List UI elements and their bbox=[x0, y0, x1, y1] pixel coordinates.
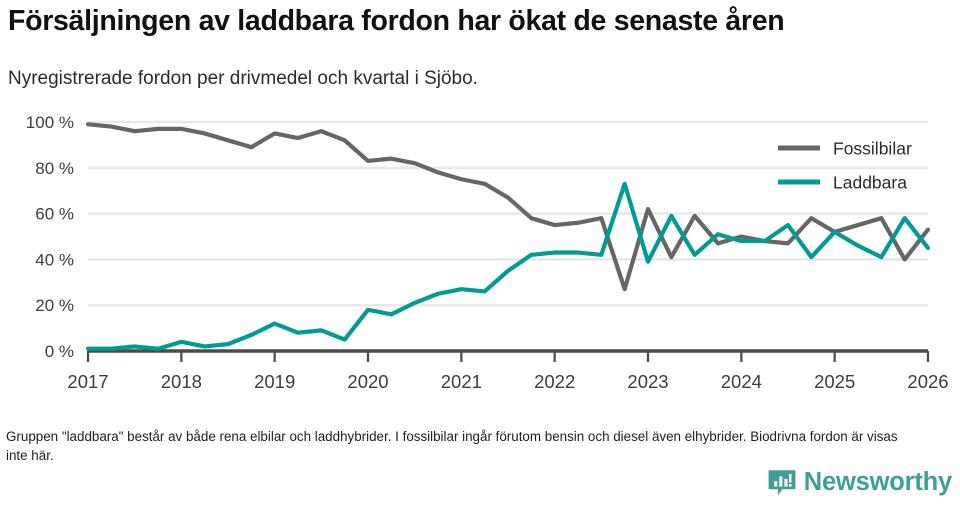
y-axis-tick-labels: 0 % 20 % 40 % 60 % 80 % 100 % bbox=[26, 113, 74, 361]
newsworthy-logo: Newsworthy bbox=[767, 468, 952, 498]
chart-bubble-icon bbox=[768, 470, 796, 496]
y-axis-tick-label: 20 % bbox=[35, 296, 74, 315]
y-axis-tick-label: 100 % bbox=[26, 113, 74, 132]
x-axis-tick-label: 2026 bbox=[907, 371, 948, 392]
x-axis-tick-label: 2018 bbox=[161, 371, 202, 392]
x-axis-tick-label: 2020 bbox=[347, 371, 388, 392]
series-line-fossilbilar bbox=[85, 122, 931, 292]
x-axis-tick-label: 2022 bbox=[534, 371, 575, 392]
x-axis-tick-label: 2019 bbox=[254, 371, 295, 392]
legend-label: Fossilbilar bbox=[833, 139, 912, 159]
x-axis-tick-label: 2017 bbox=[67, 371, 108, 392]
y-axis-tick-label: 60 % bbox=[35, 205, 74, 224]
y-axis-tick-label: 80 % bbox=[35, 159, 74, 178]
y-axis-tick-label: 0 % bbox=[45, 342, 74, 361]
x-axis-tick-label: 2025 bbox=[814, 371, 855, 392]
legend-label: Laddbara bbox=[833, 173, 907, 193]
brand-name: Newsworthy bbox=[803, 468, 952, 497]
x-axis-ticks-group bbox=[86, 351, 930, 362]
page-title: Försäljningen av laddbara fordon har öka… bbox=[8, 5, 785, 37]
chart-footnote: Gruppen "laddbara" består av både rena e… bbox=[6, 429, 898, 463]
gridlines-group bbox=[88, 120, 928, 307]
x-axis-tick-label: 2023 bbox=[627, 371, 668, 392]
chart-container: 0 % 20 % 40 % 60 % 80 % 100 % 2017 2018 2019 202… bbox=[0, 100, 960, 395]
line-chart: 0 % 20 % 40 % 60 % 80 % 100 % 2017 2018 2019 202… bbox=[26, 113, 949, 392]
chart-legend: Fossilbilar Laddbara bbox=[778, 139, 912, 193]
x-axis-tick-labels: 2017 2018 2019 2020 2021 2022 2023 2024 2025 2026 bbox=[67, 371, 948, 392]
page-subtitle: Nyregistrerade fordon per drivmedel och … bbox=[8, 68, 478, 89]
x-axis-tick-label: 2021 bbox=[441, 371, 482, 392]
x-axis-tick-label: 2024 bbox=[721, 371, 762, 392]
y-axis-tick-label: 40 % bbox=[35, 250, 74, 269]
series-lines-group bbox=[85, 122, 931, 351]
series-line-laddbara bbox=[85, 181, 931, 351]
